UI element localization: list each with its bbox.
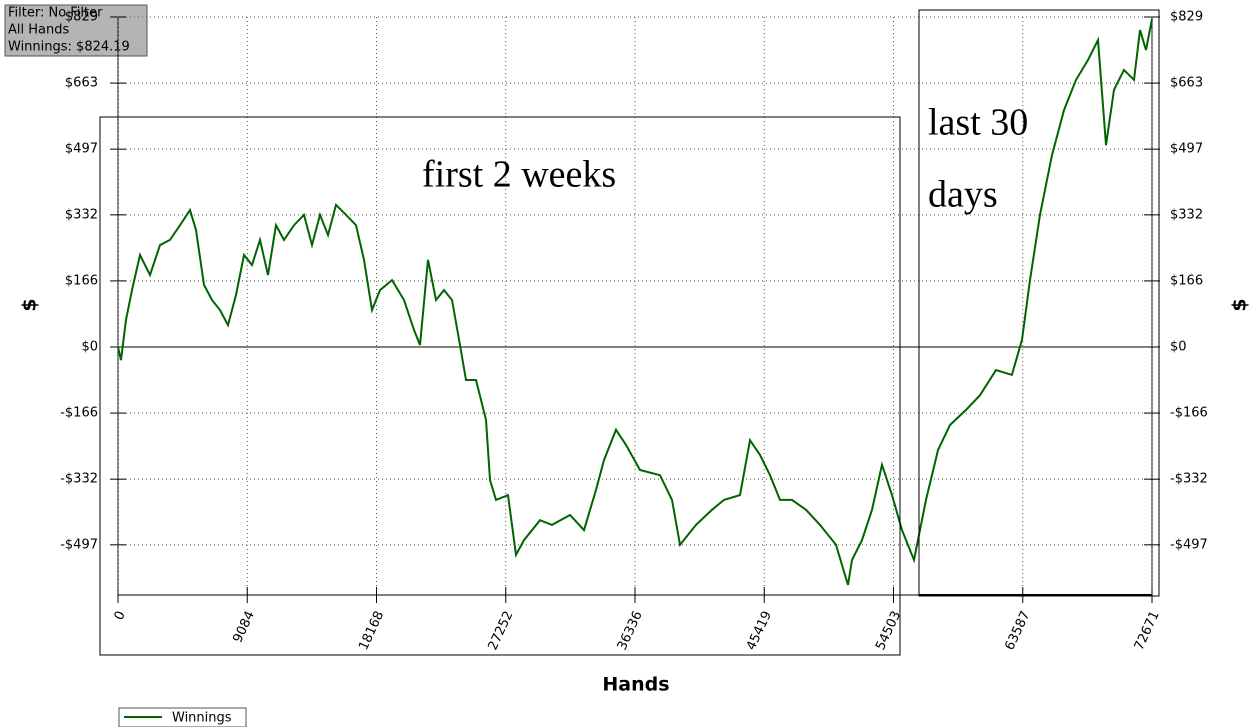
y2-tick-label: $497 <box>1170 142 1203 157</box>
y-axis-label: $ <box>19 298 41 311</box>
y2-tick-label: $332 <box>1170 207 1203 222</box>
y2-tick-label: $663 <box>1170 76 1203 91</box>
filter-text: Filter: No Filter <box>8 6 103 21</box>
annotation: days <box>928 174 998 216</box>
x-tick-label: 27252 <box>485 609 516 653</box>
annotation: first 2 weeks <box>422 154 616 196</box>
legend-label: Winnings <box>172 711 232 726</box>
x-tick-label: 36336 <box>615 609 646 653</box>
filter-text: All Hands <box>8 23 69 38</box>
x-tick-label: 45419 <box>744 609 775 653</box>
y-tick-label: -$166 <box>60 406 98 421</box>
y-tick-label: $829 <box>65 10 98 25</box>
x-tick-label: 0 <box>112 609 129 623</box>
filter-text: Winnings: $824.19 <box>8 40 130 55</box>
y-tick-label: $166 <box>65 273 98 288</box>
y2-tick-label: $166 <box>1170 273 1203 288</box>
x-tick-label: 72671 <box>1132 609 1163 653</box>
y2-tick-label: -$332 <box>1170 472 1208 487</box>
filter-box <box>4 4 148 57</box>
annotation-box <box>918 9 1160 597</box>
y2-tick-label: $829 <box>1170 10 1203 25</box>
x-axis-label: Hands <box>602 674 669 696</box>
y-tick-label: -$332 <box>60 472 98 487</box>
y-tick-label: -$497 <box>60 537 98 552</box>
y2-axis-label: $ <box>1229 298 1251 311</box>
x-tick-label: 63587 <box>1002 609 1033 653</box>
y2-tick-label: $0 <box>1170 340 1187 355</box>
annotation-box <box>99 116 901 656</box>
y2-tick-label: -$497 <box>1170 537 1208 552</box>
x-tick-label: 9084 <box>230 609 258 645</box>
winnings-line <box>117 18 1153 586</box>
annotation: last 30 <box>928 102 1028 144</box>
y2-tick-label: -$166 <box>1170 406 1208 421</box>
y-tick-label: $497 <box>65 142 98 157</box>
legend <box>118 707 247 727</box>
y-tick-label: $332 <box>65 207 98 222</box>
x-tick-label: 18168 <box>356 609 387 653</box>
y-tick-label: $663 <box>65 76 98 91</box>
y-tick-label: $0 <box>81 340 98 355</box>
